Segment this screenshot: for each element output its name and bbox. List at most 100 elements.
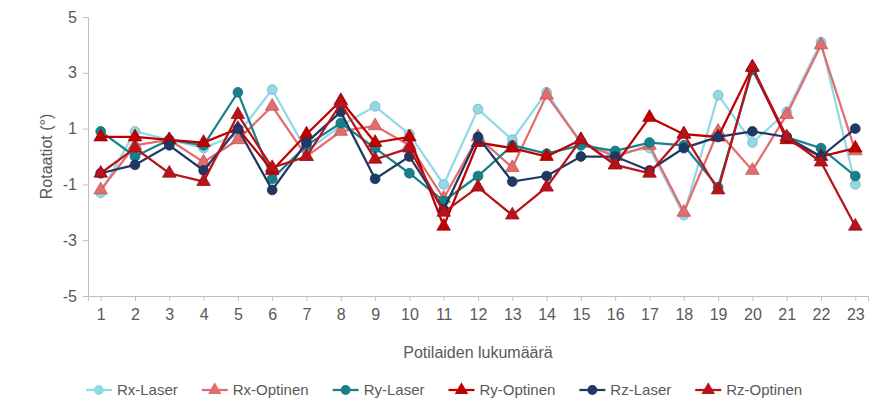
x-tick-label: 22: [813, 306, 831, 323]
legend-marker: [587, 385, 597, 395]
y-tick-mark: [83, 184, 88, 185]
series-marker: [130, 160, 140, 170]
legend-marker: [94, 385, 104, 395]
x-tick: 20: [744, 296, 762, 323]
y-tick-mark: [83, 240, 88, 241]
series-marker: [368, 118, 382, 130]
x-axis-title: Potilaiden lukumäärä: [403, 344, 553, 361]
x-tick-label: 4: [200, 306, 209, 323]
series-marker: [849, 140, 863, 152]
y-tick: -1: [63, 176, 88, 193]
series-marker: [405, 168, 415, 178]
x-tick: 12: [470, 296, 488, 323]
series-marker: [128, 140, 142, 152]
x-tick-mark: [855, 296, 856, 301]
x-tick-label: 23: [847, 306, 865, 323]
series-marker: [677, 204, 691, 216]
series-marker: [94, 165, 108, 177]
x-tick: 19: [710, 296, 728, 323]
series-marker: [748, 127, 758, 137]
x-tick-label: 13: [504, 306, 522, 323]
series-marker: [370, 101, 380, 111]
x-tick: 17: [641, 296, 659, 323]
series-marker: [370, 174, 380, 184]
x-tick-label: 20: [744, 306, 762, 323]
x-tick-label: 15: [573, 306, 591, 323]
series-marker: [300, 126, 314, 138]
series-marker: [711, 129, 725, 141]
x-tick-mark: [101, 296, 102, 301]
x-tick-label: 3: [165, 306, 174, 323]
series-marker: [231, 107, 245, 119]
x-tick: 11: [436, 296, 453, 323]
legend-marker: [455, 382, 469, 394]
series-marker: [471, 179, 485, 191]
series-marker: [197, 174, 211, 186]
x-tick-mark: [718, 296, 719, 301]
series-marker: [403, 129, 417, 141]
legend: Rx-LaserRx-OptinenRy-LaserRy-OptinenRz-L…: [86, 381, 802, 398]
y-tick: 3: [68, 64, 88, 81]
y-tick-mark: [83, 17, 88, 18]
y-tick-label: -1: [63, 176, 77, 193]
legend-label: Ry-Optinen: [479, 381, 555, 398]
series-marker: [780, 107, 794, 119]
series-marker: [162, 165, 176, 177]
series-marker: [197, 135, 211, 147]
x-tick-mark: [409, 296, 410, 301]
legend-item: Rx-Optinen: [202, 381, 309, 398]
legend-item: Rx-Laser: [86, 381, 178, 398]
series-marker: [302, 138, 312, 148]
x-axis: 1234567891011121314151617181920212223: [89, 296, 869, 323]
x-tick-label: 10: [401, 306, 419, 323]
series-marker: [574, 132, 588, 144]
series-marker: [300, 149, 314, 161]
series-marker: [267, 85, 277, 95]
y-tick: -5: [63, 288, 88, 305]
series: [96, 37, 860, 220]
x-tick: 5: [234, 296, 243, 323]
y-tick-mark: [83, 73, 88, 74]
x-tick: 21: [778, 296, 796, 323]
y-axis: -5-3-1135: [63, 9, 89, 305]
series-marker: [506, 207, 520, 219]
x-tick-label: 8: [337, 306, 346, 323]
x-tick: 22: [813, 296, 831, 323]
x-tick-mark: [169, 296, 170, 301]
series-marker: [540, 149, 554, 161]
x-tick-label: 9: [371, 306, 380, 323]
x-tick-mark: [135, 296, 136, 301]
x-tick: 14: [538, 296, 556, 323]
x-tick: 10: [401, 296, 419, 323]
x-tick-mark: [821, 296, 822, 301]
x-tick-label: 21: [778, 306, 796, 323]
series-marker: [746, 59, 760, 71]
series: [94, 59, 862, 230]
series-marker: [677, 126, 691, 138]
y-tick-mark: [83, 296, 88, 297]
series-marker: [473, 104, 483, 114]
x-tick-label: 11: [436, 306, 453, 323]
series-marker: [473, 132, 483, 142]
x-tick-mark: [238, 296, 239, 301]
x-tick-label: 2: [131, 306, 140, 323]
x-tick-label: 1: [97, 306, 106, 323]
legend-label: Rz-Optinen: [726, 381, 802, 398]
x-tick: 8: [337, 296, 346, 323]
y-axis-line: [83, 18, 89, 297]
legend-label: Rx-Laser: [117, 381, 178, 398]
x-tick-mark: [752, 296, 753, 301]
x-tick-mark: [615, 296, 616, 301]
x-tick: 4: [200, 296, 209, 323]
series-line: [101, 42, 856, 215]
y-tick: -3: [63, 232, 88, 249]
series-marker: [233, 124, 243, 134]
series-marker: [780, 129, 794, 141]
x-tick-label: 16: [607, 306, 625, 323]
legend-marker: [701, 382, 715, 394]
series-marker: [437, 204, 451, 216]
x-tick-mark: [547, 296, 548, 301]
series-marker: [94, 182, 108, 194]
series-line: [101, 67, 856, 226]
series-marker: [849, 218, 863, 230]
